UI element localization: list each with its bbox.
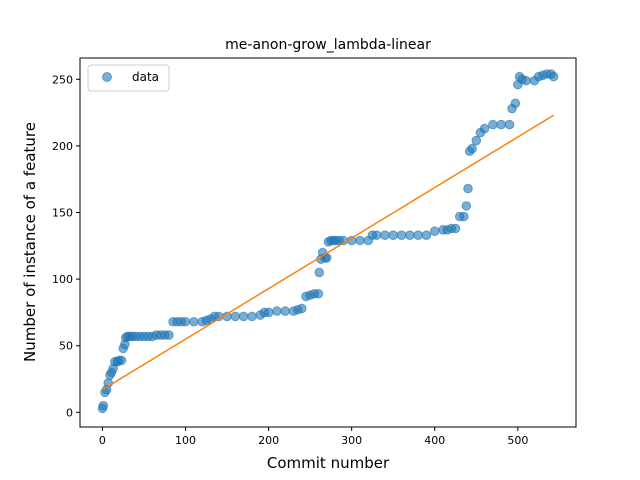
- data-point: [548, 71, 559, 82]
- data-point: [396, 230, 407, 240]
- fit-line: [102, 114, 554, 391]
- data-point: [189, 316, 199, 327]
- y-axis-label: Number of instance of a feature: [21, 122, 39, 362]
- data-point: [280, 306, 291, 316]
- data-point: [164, 330, 174, 340]
- data-point: [471, 135, 482, 146]
- legend: data: [87, 64, 170, 92]
- legend-marker-data: [102, 72, 112, 82]
- y-tick-label: 250: [52, 73, 73, 86]
- data-point: [388, 230, 399, 240]
- y-tick-label: 50: [59, 340, 73, 353]
- data-point: [463, 183, 473, 194]
- data-point: [521, 75, 531, 86]
- axis-ticks: 0 100 200 300 400 500 0 50 100 150 200 250: [52, 73, 528, 447]
- data-point: [421, 230, 432, 240]
- data-point: [116, 355, 127, 366]
- chart-title: me-anon-grow_lambda-linear: [225, 37, 431, 53]
- data-point: [313, 288, 324, 299]
- data-point: [479, 123, 490, 134]
- x-tick-label: 0: [99, 434, 106, 447]
- data-point: [488, 119, 498, 130]
- x-tick-label: 200: [258, 434, 279, 447]
- legend-frame: [87, 64, 170, 92]
- data-point: [450, 223, 461, 234]
- data-point: [467, 143, 477, 154]
- data-point: [230, 311, 241, 322]
- data-point: [504, 119, 515, 130]
- y-tick-label: 150: [52, 207, 73, 220]
- x-tick-label: 500: [507, 434, 528, 447]
- data-point: [238, 311, 249, 322]
- data-point: [459, 211, 469, 222]
- data-point: [263, 307, 274, 318]
- y-tick-label: 100: [52, 273, 73, 286]
- data-point: [371, 230, 382, 240]
- data-point: [461, 201, 472, 211]
- x-tick-label: 300: [341, 434, 362, 447]
- data-point: [496, 119, 507, 130]
- data-point: [272, 306, 282, 316]
- data-point: [297, 303, 307, 314]
- x-axis-label: Commit number: [267, 454, 390, 472]
- y-tick-label: 200: [52, 140, 73, 153]
- data-point: [314, 267, 325, 278]
- data-point: [429, 226, 440, 236]
- data-point: [405, 230, 415, 240]
- data-point: [98, 400, 109, 411]
- data-point: [413, 230, 423, 240]
- data-point: [355, 235, 365, 246]
- data-point: [180, 316, 191, 327]
- data-point: [247, 311, 257, 322]
- x-tick-label: 400: [424, 434, 445, 447]
- data-point: [380, 230, 390, 240]
- axes-frame: [79, 57, 577, 428]
- legend-label-data: data: [132, 70, 159, 84]
- data-point: [510, 98, 521, 109]
- x-tick-label: 100: [175, 434, 196, 447]
- plot-area: [97, 69, 559, 414]
- y-tick-label: 0: [66, 406, 73, 419]
